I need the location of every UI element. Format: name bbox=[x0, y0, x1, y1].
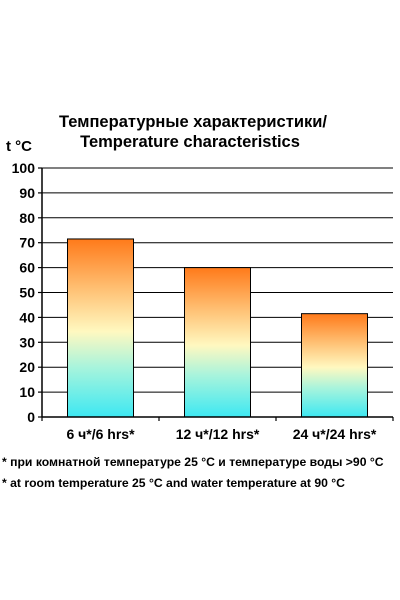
y-tick-label-60: 60 bbox=[19, 260, 35, 276]
category-label-1: 6 ч*/6 hrs* bbox=[66, 426, 135, 442]
y-tick-label-20: 20 bbox=[19, 359, 35, 375]
y-tick-label-40: 40 bbox=[19, 309, 35, 325]
y-tick-label-10: 10 bbox=[19, 384, 35, 400]
category-label-2: 12 ч*/12 hrs* bbox=[176, 426, 260, 442]
bar-3 bbox=[301, 313, 368, 418]
category-label-3: 24 ч*/24 hrs* bbox=[293, 426, 377, 442]
y-tick-label-30: 30 bbox=[19, 334, 35, 350]
bars bbox=[67, 238, 368, 418]
y-tick-label-70: 70 bbox=[19, 235, 35, 251]
y-tick-label-50: 50 bbox=[19, 285, 35, 301]
bar-1 bbox=[67, 238, 134, 418]
footnote-russian: * при комнатной температуре 25 °С и темп… bbox=[2, 455, 384, 469]
bar-2 bbox=[184, 267, 251, 418]
y-tick-label-90: 90 bbox=[19, 185, 35, 201]
y-axis-unit-label: t °C bbox=[6, 138, 32, 155]
axes bbox=[41, 168, 394, 421]
y-tick-label-80: 80 bbox=[19, 210, 35, 226]
chart-title-line-2: Temperature characteristics bbox=[80, 133, 300, 151]
y-tick-label-0: 0 bbox=[27, 409, 35, 425]
y-axis-ticks: 0 10 20 30 40 50 60 70 80 90 100 bbox=[12, 160, 42, 425]
chart-title-line-1: Температурные характеристики/ bbox=[59, 113, 327, 131]
x-axis-category-labels: 6 ч*/6 hrs* 12 ч*/12 hrs* 24 ч*/24 hrs* bbox=[66, 426, 376, 442]
y-tick-label-100: 100 bbox=[12, 160, 36, 176]
footnote-english: * at room temperature 25 °С and water te… bbox=[2, 476, 345, 490]
